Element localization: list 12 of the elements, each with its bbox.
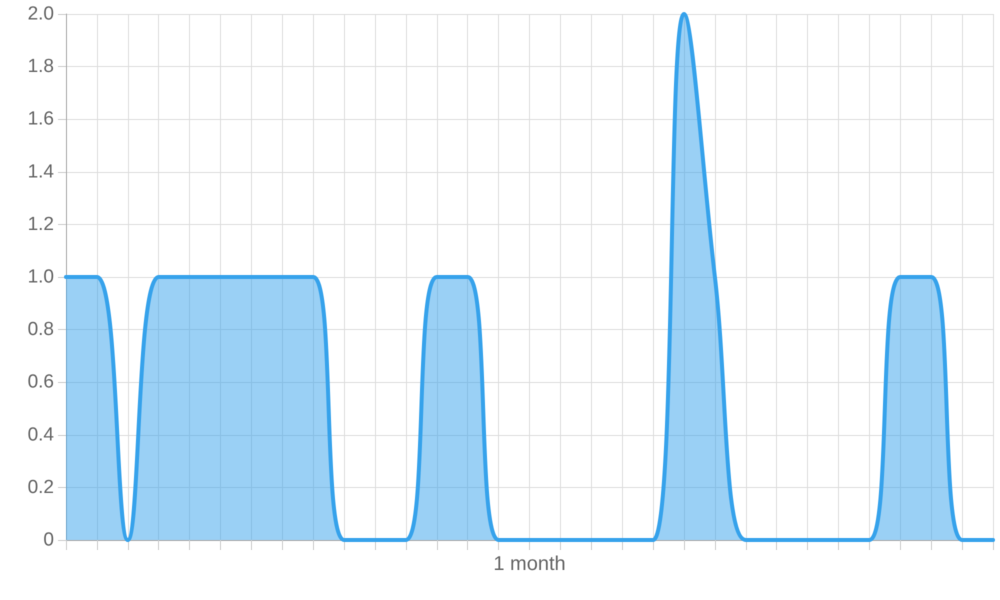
y-tick-label: 0 [43, 530, 54, 550]
y-tick-label: 0.4 [28, 424, 54, 446]
y-tick-label: 0.6 [28, 372, 54, 393]
y-tick-label: 1.0 [28, 266, 54, 288]
y-tick-label: 1.2 [28, 214, 54, 235]
y-tick-label: 1.6 [28, 108, 54, 130]
y-tick-label: 2.0 [28, 4, 54, 24]
y-tick-label: 1.8 [28, 56, 54, 78]
x-tick-label: 1 month [493, 553, 566, 575]
y-tick-label: 1.4 [28, 161, 54, 182]
y-tick-label: 0.2 [28, 476, 54, 498]
y-tick-label: 0.8 [28, 319, 54, 340]
